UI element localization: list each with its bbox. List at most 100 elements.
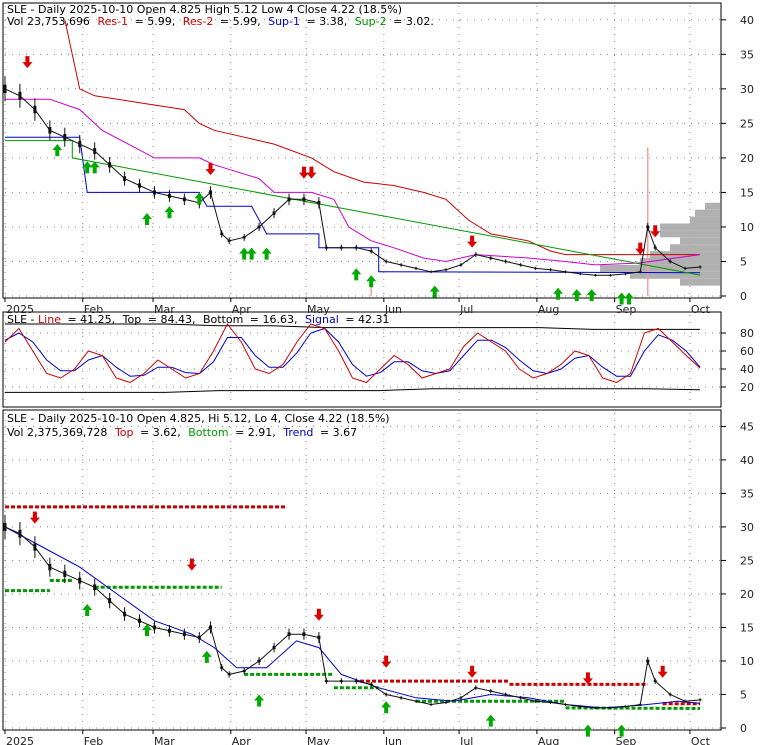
volume-profile-bar	[630, 271, 720, 279]
trend-tick-label: 35	[740, 487, 754, 500]
trend-x-label: Jun	[384, 735, 402, 745]
bottom-label: Bottom	[203, 313, 243, 326]
price-close-line	[4, 88, 701, 276]
price-signal-arrows	[22, 56, 661, 305]
trend-buy-arrow	[616, 724, 627, 737]
buy-arrow	[366, 275, 377, 288]
indicator-tick-label: 40	[740, 363, 754, 376]
sup1-value: = 3.38,	[307, 15, 348, 28]
trend-top-value: = 3.62,	[140, 426, 181, 439]
sup1-line	[5, 136, 701, 274]
price-tick-label: 20	[740, 152, 754, 165]
buy-arrow	[246, 247, 257, 260]
trend-volume-label: Vol 2,375,369,728	[7, 426, 107, 439]
trend-buy-arrow	[82, 604, 93, 617]
trend-legend: Vol 2,375,369,728 Top = 3.62, Bottom = 2…	[7, 426, 357, 439]
price-x-label: Sep	[616, 303, 637, 316]
trend-sell-arrow	[313, 608, 324, 621]
indicator-series-group	[4, 323, 701, 393]
volume-profile-bar	[695, 209, 720, 217]
price-tick-label: 0	[740, 290, 747, 303]
trend-close-line	[4, 526, 701, 709]
price-x-label: Jun	[384, 303, 402, 316]
volume-profile-bar	[680, 237, 720, 245]
price-tick-label: 15	[740, 186, 754, 199]
trend-x-label: Oct	[691, 735, 711, 745]
trend-panel-frame	[2, 409, 722, 731]
trend-sell-arrow	[381, 655, 392, 668]
price-panel-title: SLE - Daily 2025-10-10 Open 4.825 High 5…	[7, 3, 402, 16]
price-x-label: Mar	[154, 303, 175, 316]
buy-arrow	[142, 213, 152, 226]
price-y-axis: 0 5 10 15 20 25 30 35 40	[721, 14, 754, 303]
price-x-axis: 2025 Feb Mar Apr May Jun Jul Aug Sep Oct	[4, 298, 711, 316]
sell-arrow	[298, 166, 309, 179]
trend-bottom-label: Bottom	[188, 426, 228, 439]
trend-sell-arrow	[186, 558, 197, 571]
trend-series-group	[3, 505, 702, 710]
volume-profile-bar	[660, 230, 720, 238]
price-legend: Vol 23,753,696 Res-1 = 5.99, Res-2 = 5.9…	[7, 15, 434, 28]
buy-arrow	[351, 268, 362, 281]
buy-arrow	[553, 287, 564, 300]
trend-tick-label: 5	[740, 688, 747, 701]
price-x-label: Aug	[538, 303, 559, 316]
bottom-segment	[565, 706, 701, 710]
buy-arrow	[429, 285, 440, 298]
res2-value: = 5.99,	[220, 15, 261, 28]
price-candle	[3, 84, 7, 93]
buy-arrow	[616, 292, 627, 305]
price-panel-frame	[2, 2, 722, 299]
line-label: Line	[38, 313, 61, 326]
trend-tick-label: 0	[740, 722, 747, 735]
indicator-tick-label: 80	[740, 327, 754, 340]
price-tick-label: 25	[740, 117, 754, 130]
trend-line	[4, 526, 701, 709]
trend-x-label: Apr	[232, 735, 252, 745]
trend-x-label: Mar	[154, 735, 175, 745]
res2-label: Res-2	[183, 15, 214, 28]
volume-label: Vol 23,753,696	[7, 15, 90, 28]
price-x-label: Feb	[84, 303, 103, 316]
price-tick-label: 10	[740, 221, 754, 234]
sup1-label: Sup-1	[268, 15, 300, 28]
sell-arrow	[22, 56, 33, 69]
trend-x-label: Feb	[84, 735, 103, 745]
buy-arrow	[624, 292, 635, 305]
trend-trend-label: Trend	[282, 426, 313, 439]
price-tick-label: 40	[740, 14, 754, 27]
sup2-value: = 3.02.	[393, 15, 434, 28]
price-series-group	[3, 19, 702, 277]
trend-tick-label: 20	[740, 588, 754, 601]
trend-signal-arrows	[29, 511, 668, 737]
indicator-y-axis: 20 40 60 80	[721, 327, 754, 394]
signal-value: = 42.31	[345, 313, 389, 326]
sell-arrow	[635, 242, 646, 255]
trend-buy-arrow	[582, 724, 593, 737]
trend-sell-arrow	[582, 672, 593, 685]
res1-value: = 5.99,	[135, 15, 176, 28]
indicator-legend: SLE - Line = 41.25, Top = 84.43, Bottom …	[7, 313, 390, 326]
buy-arrow	[586, 289, 597, 302]
indicator-tick-label: 20	[740, 381, 754, 394]
sup2-label: Sup-2	[355, 15, 387, 28]
top-label: Top	[122, 313, 142, 326]
trend-x-label: May	[307, 735, 330, 745]
sell-arrow	[650, 225, 661, 238]
signal-label: Signal	[305, 313, 339, 326]
top-value: = 84.43,	[148, 313, 196, 326]
price-x-label: 2025	[6, 303, 34, 316]
line-series	[4, 323, 701, 384]
volume-profile-bar	[670, 244, 720, 252]
bottom-value: = 16.63,	[250, 313, 298, 326]
sell-arrow	[467, 235, 478, 248]
trend-y-axis: 0 5 10 15 20 25 30 35 40 45	[721, 420, 754, 735]
buy-arrow	[52, 144, 63, 157]
price-tick-label: 35	[740, 48, 754, 61]
trend-panel-title: SLE - Daily 2025-10-10 Open 4.825, Hi 5.…	[7, 412, 390, 425]
trend-buy-arrow	[485, 714, 496, 727]
volume-profile-bar	[660, 223, 720, 231]
buy-arrow	[82, 161, 93, 174]
trend-bottom-value: = 2.91,	[235, 426, 276, 439]
